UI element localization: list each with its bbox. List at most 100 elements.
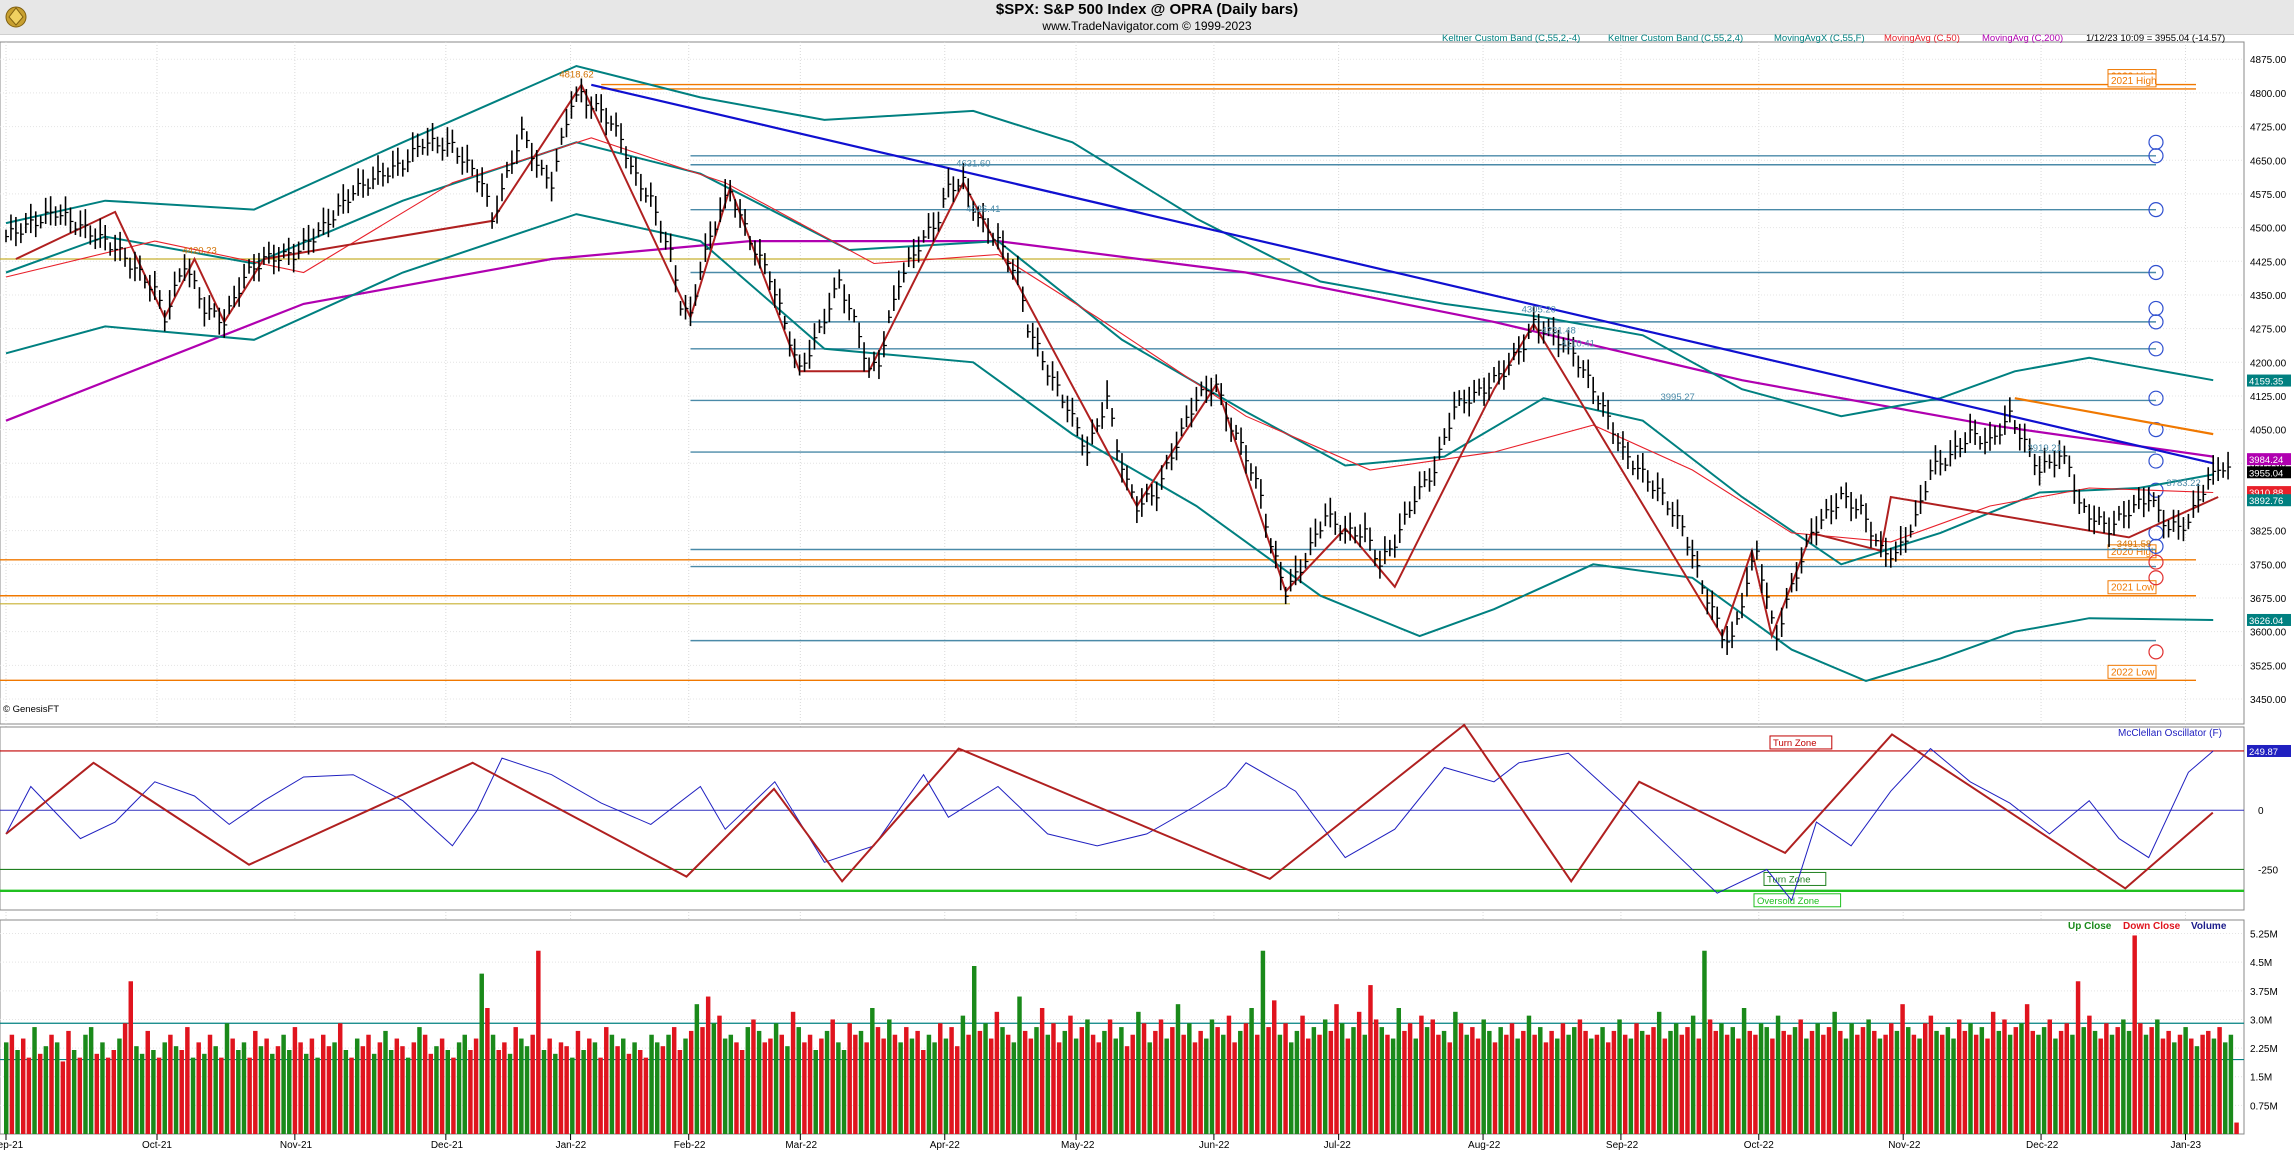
volume-bar <box>360 1046 366 1134</box>
volume-bar <box>1996 1030 2002 1134</box>
volume-bar <box>1990 1011 1996 1134</box>
volume-bar <box>213 1046 218 1134</box>
volume-bar <box>683 1038 688 1134</box>
volume-bar <box>1690 1015 1696 1134</box>
volume-bar <box>1249 1008 1254 1134</box>
volume-bar <box>1815 1023 1820 1134</box>
volume-bar <box>1702 950 1707 1134</box>
volume-bar <box>134 1046 139 1134</box>
volume-bar <box>1860 1027 1866 1134</box>
volume-bar <box>32 1027 37 1134</box>
series-line-4 <box>5 213 2214 683</box>
price-value-tag-5: 3626.04 <box>2249 616 2283 627</box>
volume-bar <box>1011 1042 1017 1134</box>
volume-bar <box>519 1038 524 1134</box>
volume-bar <box>1107 1019 1113 1134</box>
volume-axis-tick-4: 2.25M <box>2250 1044 2278 1055</box>
volume-bar <box>909 1038 915 1134</box>
x-axis-tick-1: Oct-21 <box>142 1140 172 1150</box>
volume-bar <box>541 1050 547 1134</box>
volume-bar <box>1741 1008 1747 1134</box>
volume-bar <box>139 1053 145 1134</box>
volume-bar <box>1255 1034 1260 1134</box>
x-axis-tick-2: Nov-21 <box>280 1140 313 1150</box>
price-value-tag-0-bg <box>2247 374 2291 387</box>
volume-bar <box>2166 1030 2171 1134</box>
volume-bar <box>20 1038 26 1134</box>
volume-bar <box>1447 1042 1452 1134</box>
x-axis-tick-0: Sep-21 <box>0 1140 24 1150</box>
volume-bar <box>2177 1034 2183 1134</box>
volume-bar <box>1096 1042 1101 1134</box>
volume-bar <box>570 1057 575 1134</box>
volume-bar <box>858 1030 864 1134</box>
volume-bar <box>2036 1034 2041 1134</box>
volume-bar <box>688 1030 694 1134</box>
volume-axis-tick-0: 5.25M <box>2250 930 2278 941</box>
volume-bar <box>654 1042 660 1134</box>
price-label-9: 3783.22 <box>2166 478 2200 489</box>
volume-bar <box>1572 1027 1577 1134</box>
series-line-0 <box>5 240 2214 458</box>
copyright-text: © GenesisFT <box>3 704 59 715</box>
volume-bar <box>598 1057 603 1134</box>
volume-bar <box>1419 1015 1424 1134</box>
target-circle-icon <box>2148 554 2164 570</box>
volume-bar <box>1085 1019 1090 1134</box>
volume-bar <box>247 1057 252 1134</box>
volume-bar <box>1713 1030 1719 1134</box>
volume-bar <box>1956 1019 1962 1134</box>
volume-bar <box>898 1042 903 1134</box>
price-label-7: 3995.27 <box>1660 392 1694 403</box>
volume-bar <box>2132 935 2137 1134</box>
volume-bar <box>1849 1023 1854 1134</box>
volume-bar <box>502 1042 507 1134</box>
volume-bar <box>1787 1034 1792 1134</box>
level-label-2: 2020 High <box>2111 547 2157 558</box>
series-line-3 <box>5 64 2214 418</box>
volume-bar <box>700 1027 705 1134</box>
volume-bar <box>241 1042 247 1134</box>
volume-bar <box>394 1038 400 1134</box>
volume-bar <box>485 1008 490 1134</box>
volume-bar <box>88 1027 94 1134</box>
volume-bar <box>875 1027 881 1134</box>
price-axis-tick-2: 4725.00 <box>2250 123 2287 134</box>
volume-bar <box>1634 1023 1639 1134</box>
volume-bar <box>1209 1019 1215 1134</box>
volume-bar <box>1560 1023 1566 1134</box>
x-axis-tick-16: Jan-23 <box>2170 1140 2201 1150</box>
volume-bar <box>1379 1027 1385 1134</box>
volume-bar <box>1487 1030 1492 1134</box>
volume-bar <box>1136 1011 1141 1134</box>
volume-bar <box>298 1042 303 1134</box>
volume-bar <box>1730 1027 1735 1134</box>
volume-bar <box>779 1034 784 1134</box>
volume-bar <box>921 1050 926 1134</box>
price-value-tag-4: 3892.76 <box>2249 496 2283 507</box>
x-axis-tick-8: May-22 <box>1061 1140 1095 1150</box>
volume-bar <box>1939 1034 1945 1134</box>
price-value-tag-2-bg <box>2247 466 2291 479</box>
price-value-tag-4-bg <box>2247 494 2291 507</box>
volume-bar <box>1334 1004 1339 1134</box>
volume-bar <box>83 1034 88 1134</box>
volume-bar <box>1821 1034 1826 1134</box>
volume-bar <box>1934 1030 1939 1134</box>
x-axis-tick-11: Aug-22 <box>1468 1140 1501 1150</box>
chart-canvas[interactable]: 4875.00 4800.00 4725.00 4650.00 4575.00 4500.… <box>0 34 2294 1150</box>
volume-bar <box>1039 1008 1045 1134</box>
volume-bar <box>1266 1027 1271 1134</box>
volume-bar <box>366 1034 371 1134</box>
volume-bar <box>383 1030 388 1134</box>
volume-bar <box>2189 1038 2194 1134</box>
volume-bar <box>451 1057 456 1134</box>
volume-bar <box>807 1034 813 1134</box>
volume-bar <box>2172 1042 2177 1134</box>
volume-bar <box>264 1038 269 1134</box>
volume-bar <box>2223 1042 2228 1134</box>
volume-bar <box>621 1038 626 1134</box>
volume-bar <box>1651 1027 1656 1134</box>
volume-bar <box>1792 1027 1798 1134</box>
price-axis-tick-5: 4500.00 <box>2250 224 2287 235</box>
